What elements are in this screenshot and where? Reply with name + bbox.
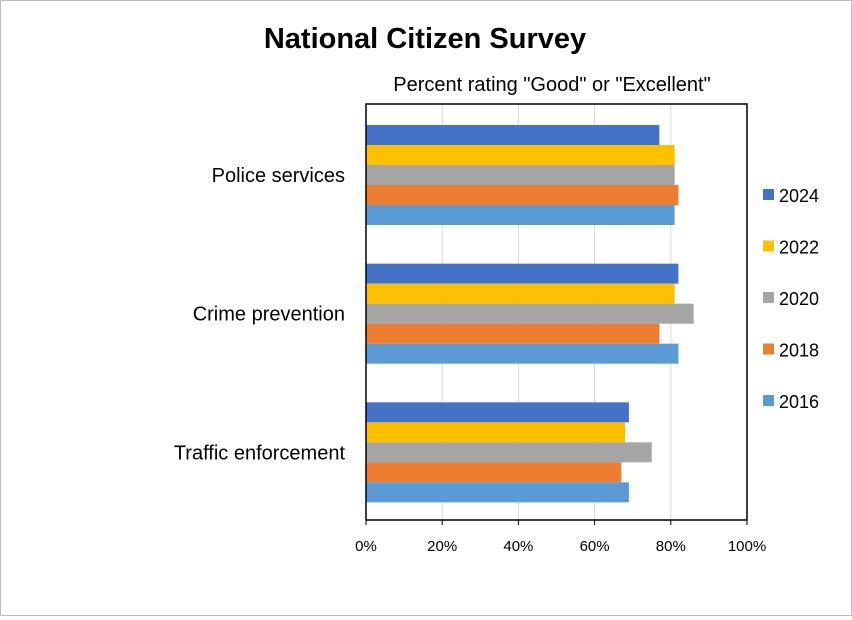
category-labels: Police services Crime prevention Traffic e…	[174, 165, 346, 464]
legend-label-2024: 2024	[779, 186, 819, 206]
legend-swatch-2016	[763, 395, 774, 406]
bar-2024-traffic-enforcement	[366, 402, 629, 423]
legend: 2024 2022 2020 2018 2016	[763, 186, 819, 412]
x-tick-label: 100%	[728, 538, 766, 555]
bar-2020-police-services	[366, 165, 675, 185]
bar-2020-crime-prevention	[366, 303, 694, 324]
x-tick-label: 20%	[427, 538, 457, 555]
bar-2024-police-services	[366, 125, 660, 145]
legend-label-2016: 2016	[779, 392, 819, 412]
category-label: Crime prevention	[193, 304, 345, 326]
legend-label-2022: 2022	[779, 238, 819, 258]
legend-swatch-2022	[763, 240, 774, 252]
legend-swatch-2024	[763, 189, 774, 200]
bar-2016-police-services	[366, 205, 675, 225]
chart-subtitle: Percent rating "Good" or "Excellent"	[393, 74, 710, 96]
bars	[366, 125, 694, 503]
x-tick-label: 80%	[656, 538, 686, 555]
bar-2018-police-services	[366, 185, 679, 205]
bar-2024-crime-prevention	[366, 263, 679, 284]
x-tick-label: 0%	[355, 538, 377, 555]
x-tick-label: 60%	[580, 538, 610, 555]
bar-2018-traffic-enforcement	[366, 462, 622, 483]
bar-2022-police-services	[366, 145, 675, 165]
x-axis-tick-labels: 0% 20% 40% 60% 80% 100%	[355, 538, 766, 555]
chart-title: National Citizen Survey	[264, 23, 586, 55]
bar-2016-traffic-enforcement	[366, 482, 629, 503]
bar-2022-traffic-enforcement	[366, 422, 626, 443]
legend-label-2020: 2020	[779, 289, 819, 309]
bar-2018-crime-prevention	[366, 323, 660, 344]
plot-area-border	[365, 103, 748, 521]
bar-2016-crime-prevention	[366, 343, 679, 364]
bar-2020-traffic-enforcement	[366, 442, 652, 463]
legend-label-2018: 2018	[779, 341, 819, 361]
legend-swatch-2020	[763, 292, 774, 303]
legend-swatch-2018	[763, 343, 774, 355]
x-tick-label: 40%	[503, 538, 533, 555]
bar-2022-crime-prevention	[366, 283, 675, 304]
category-label: Police services	[212, 165, 345, 187]
category-label: Traffic enforcement	[174, 442, 346, 464]
